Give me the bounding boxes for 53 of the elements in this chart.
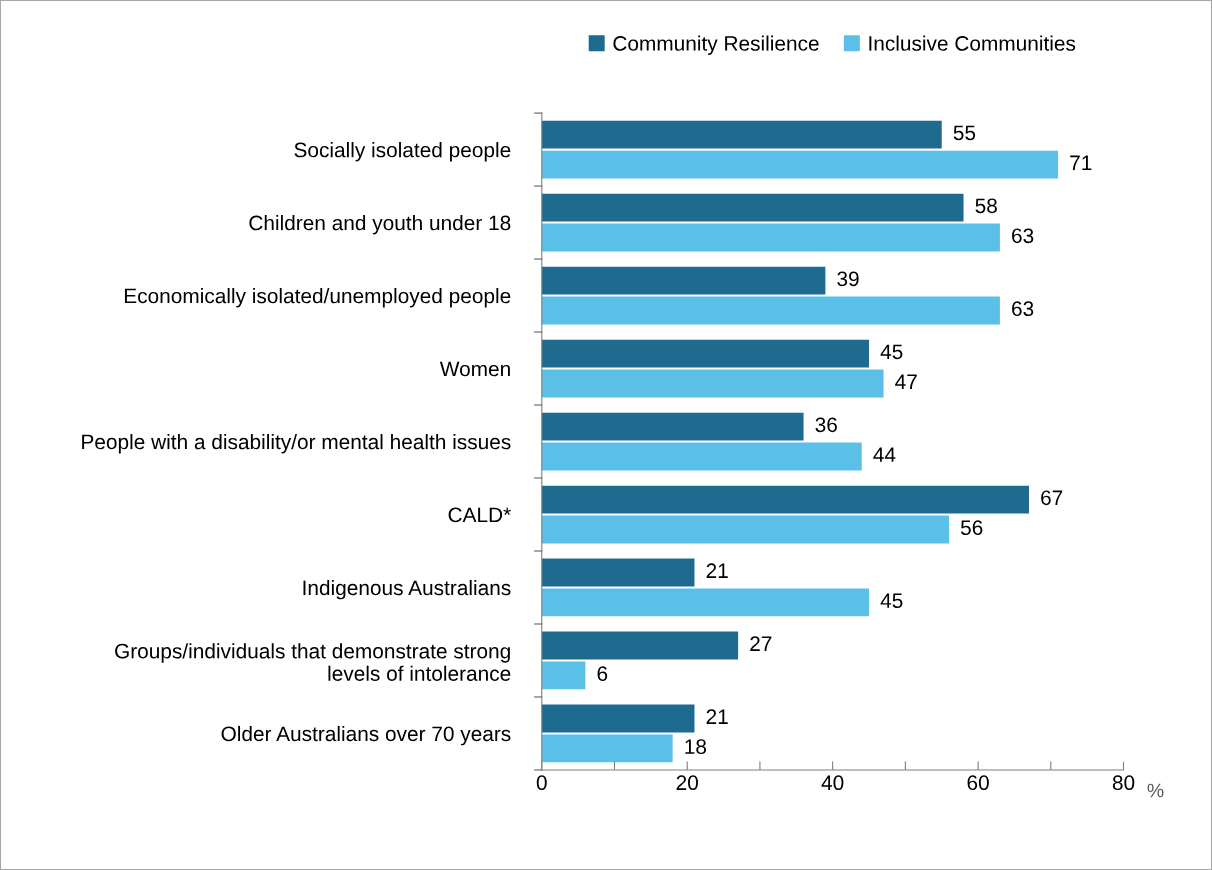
- data-label: 56: [960, 520, 983, 536]
- bar: [541, 369, 884, 398]
- data-label: 21: [706, 709, 728, 724]
- y-tick-label: Socially isolated people: [294, 142, 511, 162]
- x-tick-label: 0: [536, 775, 547, 791]
- legend-label: Inclusive Communities: [869, 35, 1076, 51]
- data-label: 63: [1012, 301, 1034, 317]
- data-label: 45: [880, 593, 903, 609]
- data-label: 27: [750, 636, 772, 651]
- bar: [541, 120, 942, 149]
- data-label: 39: [837, 271, 859, 287]
- data-label: 45: [880, 344, 903, 360]
- data-label: 55: [953, 125, 976, 141]
- data-label: 36: [815, 417, 837, 433]
- bar: [541, 485, 1029, 514]
- bar: [541, 588, 869, 617]
- bar: [541, 734, 673, 763]
- x-tick-label: 20: [676, 775, 698, 791]
- data-label: 71: [1070, 155, 1092, 170]
- y-tick-label: Older Australians over 70 years: [221, 725, 511, 746]
- data-label: 67: [1041, 490, 1063, 506]
- data-label: 63: [1012, 228, 1034, 244]
- bar: [541, 412, 804, 441]
- bar: [541, 339, 869, 368]
- bar: [541, 704, 695, 733]
- y-tick-label: Groups/individuals that demonstrate strong levels of intolerance: [115, 643, 511, 681]
- bar: [541, 296, 1000, 325]
- y-tick-label: People with a disability/or mental health issues: [82, 433, 511, 454]
- bar: [541, 193, 964, 222]
- y-tick-label: CALD*: [448, 507, 511, 523]
- bar: [541, 223, 1000, 252]
- bar: [541, 558, 695, 587]
- legend-label: Community Resilience: [613, 35, 819, 55]
- data-label: 18: [685, 739, 707, 755]
- data-label: 21: [706, 563, 728, 578]
- y-tick-label: Children and youth under 18: [249, 215, 511, 235]
- bar: [541, 150, 1059, 179]
- bar: [541, 266, 826, 295]
- data-label: 44: [873, 447, 896, 462]
- y-tick-label: Women: [439, 361, 510, 377]
- x-tick-label: 40: [821, 775, 844, 791]
- data-label: 58: [975, 198, 997, 214]
- data-label: 47: [895, 374, 917, 389]
- bar: [541, 661, 586, 690]
- x-tick-label: 80: [1112, 775, 1135, 791]
- bar: [541, 442, 862, 471]
- y-tick-label: Indigenous Australians: [303, 579, 511, 600]
- data-label: 6: [597, 666, 608, 682]
- x-axis-title: %: [1147, 783, 1164, 798]
- x-tick-label: 60: [967, 775, 989, 791]
- bar: [541, 515, 949, 544]
- bar: [541, 631, 739, 660]
- y-tick-label: Economically isolated/unemployed people: [124, 288, 511, 308]
